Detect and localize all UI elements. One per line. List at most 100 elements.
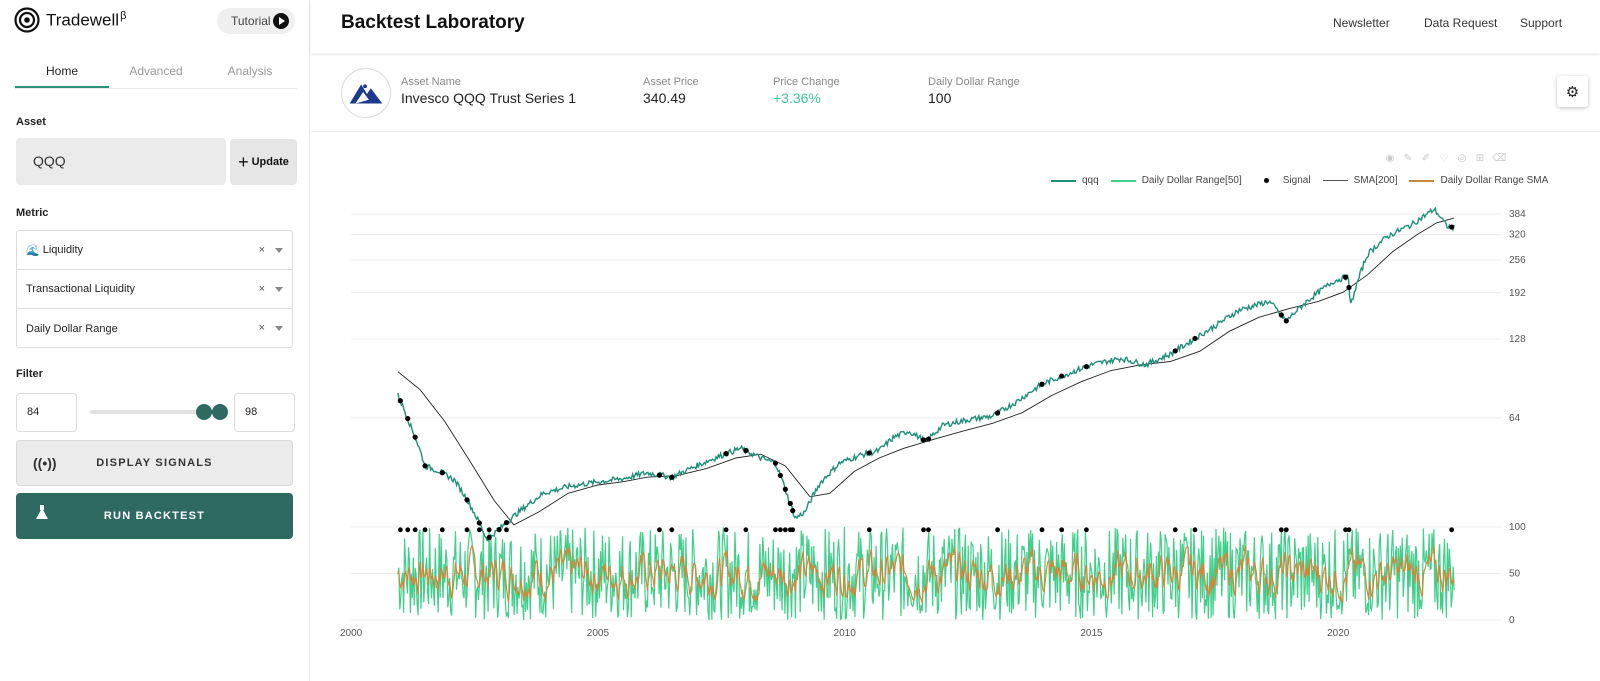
sidebar: Tradewellβ Tutorial Home Advanced Analys… (0, 0, 310, 681)
chevron-down-icon[interactable] (275, 326, 283, 331)
draw-closed-path-icon[interactable]: ♡ (1439, 153, 1449, 164)
signal-marker (439, 470, 445, 476)
price-change-label: Price Change (773, 76, 840, 88)
range-tick-label: 0 (1509, 615, 1515, 626)
draw-circle-icon[interactable]: ◎ (1457, 153, 1467, 164)
nav-newsletter[interactable]: Newsletter (1333, 16, 1390, 30)
signal-marker (412, 434, 418, 440)
chart-legend: qqq Daily Dollar Range[50] Signal SMA[20… (1051, 175, 1560, 186)
daily-dollar-range-line (397, 527, 1455, 621)
signal-marker (486, 534, 492, 541)
draw-open-path-icon[interactable]: ✐ (1421, 153, 1431, 164)
legend-label: Daily Dollar Range SMA (1440, 175, 1549, 186)
sma-200-line (397, 217, 1455, 526)
signal-marker (866, 450, 872, 456)
signal-marker (790, 508, 796, 514)
range-signal-marker (723, 527, 729, 533)
price-change-field: Price Change +3.36% (773, 76, 840, 106)
legend-label: Signal (1282, 175, 1311, 186)
signal-marker (656, 472, 663, 478)
range-signal-marker (1084, 527, 1089, 533)
range-signal-marker (1278, 527, 1284, 533)
chart-svg[interactable]: 64 128 192 256 320 384 0 50 100 2000 2005 2010 2015 2… (311, 135, 1600, 681)
asset-input[interactable]: QQQ (16, 138, 226, 185)
metric-select-daily-dollar-range[interactable]: Daily Dollar Range × (17, 309, 292, 348)
price-tick-label: 384 (1509, 209, 1526, 220)
update-button[interactable]: + Update (230, 139, 297, 185)
x-tick-label: 2020 (1327, 628, 1350, 639)
legend-item-signal[interactable]: Signal (1254, 175, 1311, 186)
tab-analysis[interactable]: Analysis (227, 64, 273, 78)
filter-max-input[interactable]: 98 (234, 393, 295, 432)
clear-icon[interactable]: × (258, 244, 265, 256)
chevron-down-icon[interactable] (275, 287, 283, 292)
range-tick-label: 50 (1509, 569, 1521, 580)
draw-rect-icon[interactable]: ⊞ (1475, 153, 1485, 164)
price-tick-label: 64 (1509, 413, 1521, 424)
signal-marker (1278, 312, 1284, 318)
play-icon (273, 13, 289, 29)
legend-item-ddr50[interactable]: Daily Dollar Range[50] (1110, 175, 1242, 186)
metric-select-transactional-liquidity[interactable]: Transactional Liquidity × (17, 270, 292, 309)
sidebar-tabs: Home Advanced Analysis (15, 58, 297, 89)
clear-icon[interactable]: × (258, 283, 265, 295)
signal-marker (422, 463, 428, 469)
daily-dollar-range-sma-line (397, 544, 1455, 604)
range-signal-marker (405, 527, 411, 533)
settings-button[interactable]: ⚙ (1557, 76, 1588, 107)
price-tick-label: 256 (1509, 255, 1526, 266)
metric-select-liquidity[interactable]: 🌊 Liquidity × (17, 231, 292, 270)
filter-range-slider[interactable] (90, 404, 228, 420)
range-signal-marker (866, 527, 872, 533)
nav-data-request[interactable]: Data Request (1424, 16, 1498, 30)
price-tick-label: 192 (1509, 288, 1526, 299)
topbar: Backtest Laboratory Newsletter Data Requ… (311, 0, 1600, 53)
flask-icon (36, 505, 48, 519)
signal-marker (1342, 274, 1349, 280)
legend-item-sma200[interactable]: SMA[200] (1322, 175, 1397, 186)
x-tick-label: 2005 (587, 628, 610, 639)
signal-marker (925, 436, 932, 442)
camera-icon[interactable]: ◉ (1385, 153, 1395, 164)
range-signal-marker (1283, 527, 1289, 533)
range-signal-marker (422, 527, 428, 533)
clear-icon[interactable]: × (258, 322, 265, 334)
erase-shape-icon[interactable]: ⌫ (1492, 153, 1507, 164)
asset-summary: Asset Name Invesco QQQ Trust Series 1 As… (311, 56, 1600, 132)
x-tick-label: 2010 (834, 628, 857, 639)
chevron-down-icon[interactable] (275, 248, 283, 253)
tutorial-button[interactable]: Tutorial (217, 8, 295, 34)
signal-marker (1059, 373, 1065, 379)
daily-dollar-range-label: Daily Dollar Range (928, 76, 1020, 88)
nav-support[interactable]: Support (1520, 16, 1563, 30)
filter-min-input[interactable]: 84 (16, 393, 77, 432)
target-logo-icon (14, 7, 40, 33)
display-signals-button[interactable]: ((•)) DISPLAY SIGNALS (16, 440, 293, 486)
range-signal-marker (439, 527, 445, 533)
range-signal-marker (782, 527, 788, 533)
metric-select-label: Transactional Liquidity (26, 283, 136, 295)
tutorial-label: Tutorial (231, 14, 271, 28)
legend-swatch (1409, 179, 1435, 182)
tab-home[interactable]: Home (15, 58, 109, 88)
brand-name-text: Tradewell (46, 10, 120, 30)
range-signal-marker (486, 527, 492, 533)
signal-marker (1283, 318, 1289, 324)
slider-handle-min[interactable] (196, 404, 212, 420)
slider-handle-max[interactable] (212, 404, 228, 420)
run-backtest-button[interactable]: RUN BACKTEST (16, 493, 293, 539)
legend-item-ddr-sma[interactable]: Daily Dollar Range SMA (1409, 175, 1548, 186)
range-signal-marker (921, 527, 926, 533)
legend-item-qqq[interactable]: qqq (1051, 175, 1099, 186)
range-signal-marker (397, 527, 403, 533)
signal-marker (994, 410, 1001, 416)
brand[interactable]: Tradewellβ (14, 7, 126, 33)
range-signal-marker (476, 527, 482, 533)
tab-advanced[interactable]: Advanced (129, 64, 183, 78)
backtest-chart[interactable]: 64 128 192 256 320 384 0 50 100 2000 2005 2010 2015 2… (311, 135, 1600, 681)
asset-name-field: Asset Name Invesco QQQ Trust Series 1 (401, 76, 576, 106)
range-signal-marker (1039, 527, 1045, 533)
metric-select-label: Daily Dollar Range (26, 322, 118, 335)
draw-line-icon[interactable]: ✎ (1403, 153, 1413, 164)
broadcast-icon: ((•)) (33, 455, 57, 471)
